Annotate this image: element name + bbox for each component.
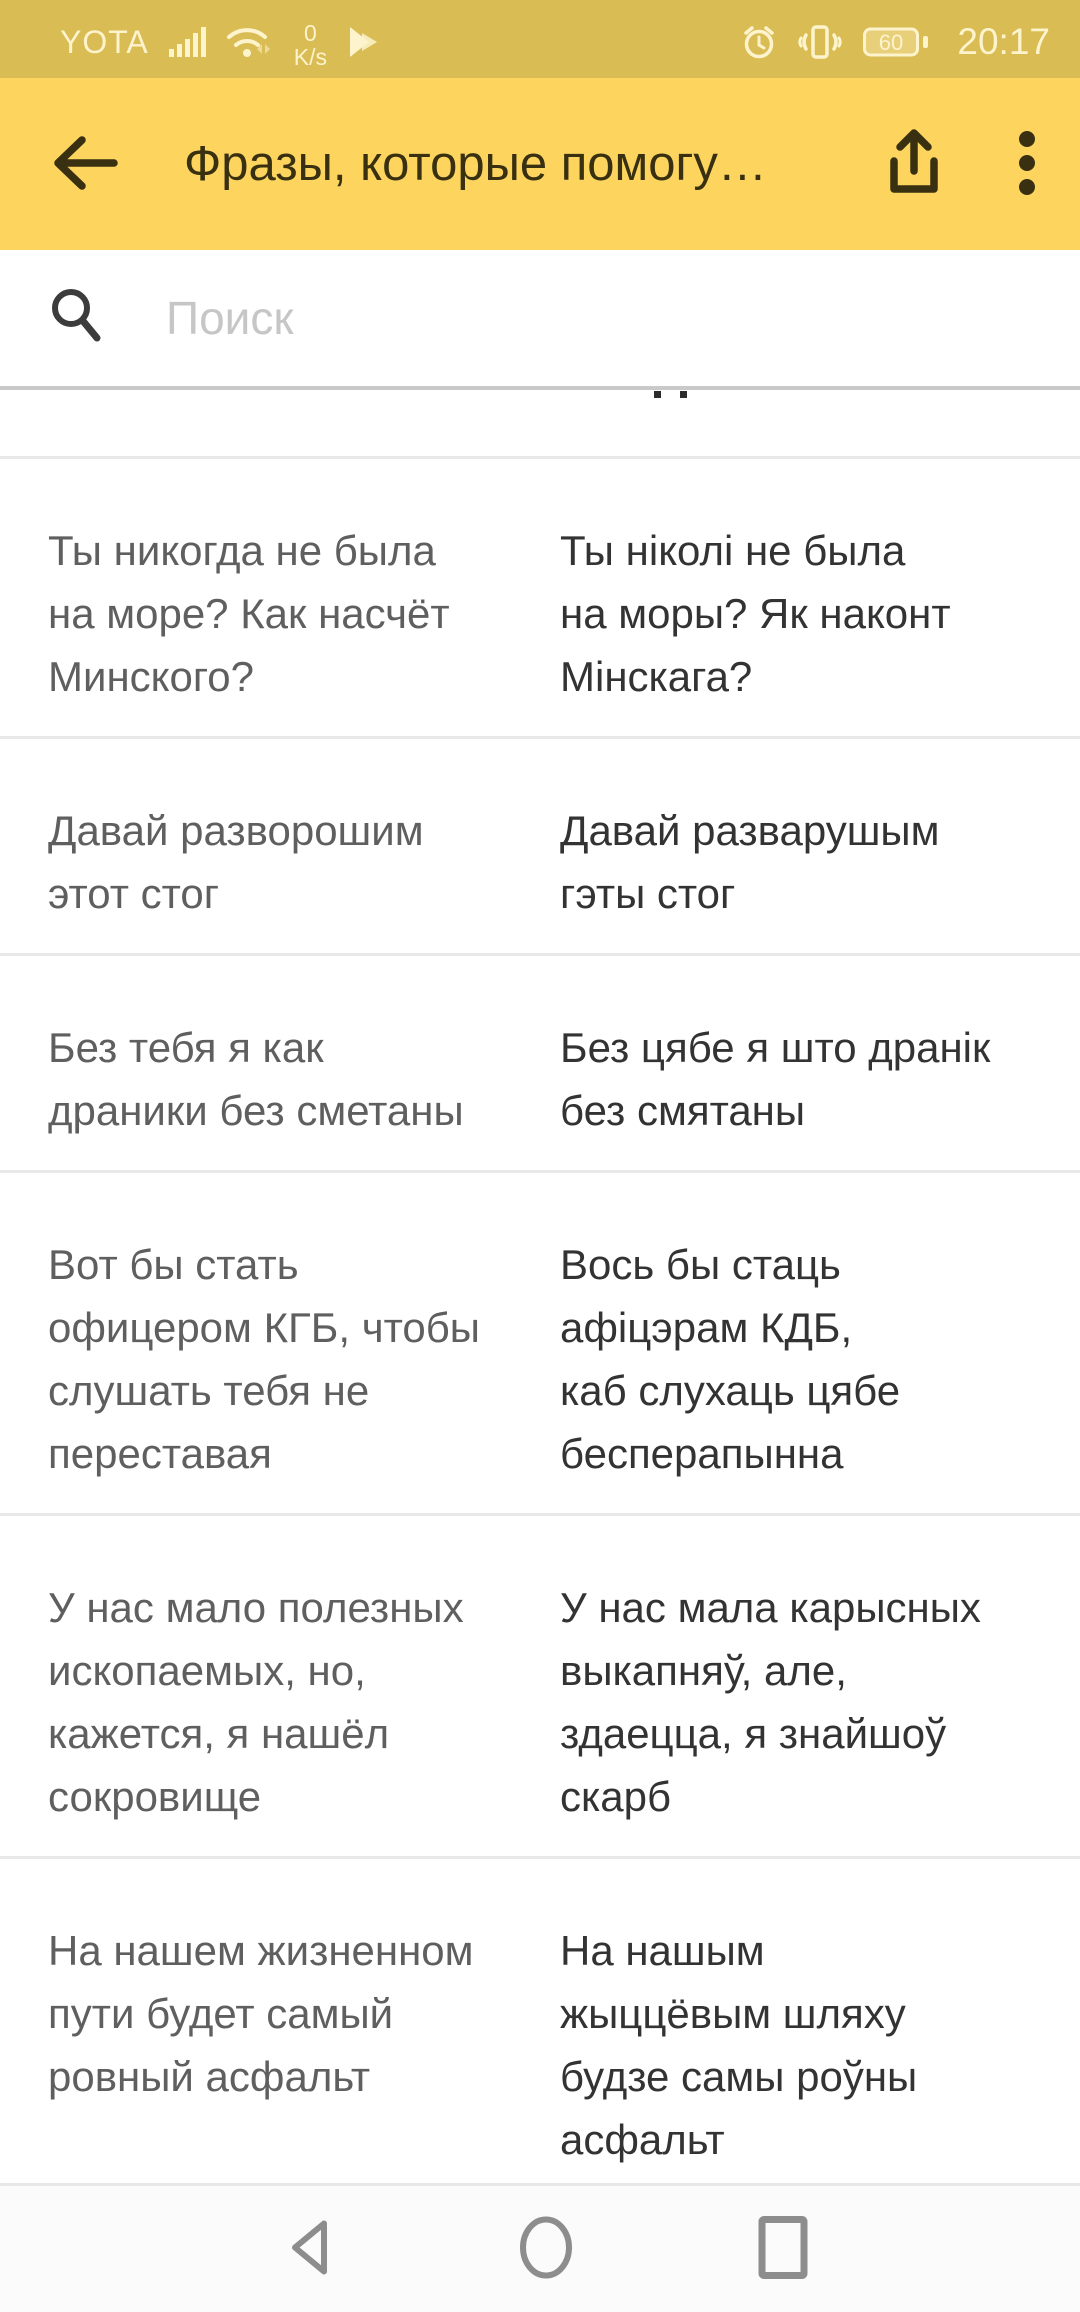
back-arrow-icon — [48, 131, 122, 198]
nav-home-button[interactable] — [507, 2205, 585, 2294]
page-title: Фразы, которые помогу… — [184, 137, 767, 191]
table-row: У нас мало полезных ископаемых, но, каже… — [0, 1516, 1080, 1859]
battery-level-text: 60 — [879, 30, 903, 55]
search-input[interactable] — [164, 290, 1032, 346]
status-bar-left: YOTA — [60, 15, 379, 69]
phrase-russian: Вот бы стать офицером КГБ, чтобы слушать… — [48, 1241, 480, 1477]
table-row: Без тебя я как драники без сметаны Без ц… — [0, 956, 1080, 1173]
status-bar: YOTA — [0, 0, 1080, 78]
play-store-icon — [347, 24, 379, 60]
net-speed-value: 0 — [303, 20, 317, 46]
vibrate-icon — [797, 23, 843, 61]
phrase-russian: Давай разворошим этот стог — [48, 807, 424, 917]
nav-recents-button[interactable] — [747, 2206, 819, 2293]
phrase-russian: У нас мало полезных ископаемых, но, каже… — [48, 1584, 464, 1820]
phrase-table: Ты никогда не была на море? Как насчёт М… — [0, 459, 1080, 2199]
clock-label: 20:17 — [957, 21, 1050, 62]
nav-back-button[interactable] — [274, 2207, 346, 2292]
battery-icon: 60 — [863, 24, 931, 60]
search-icon — [48, 286, 106, 351]
share-icon — [882, 125, 946, 204]
table-row: Ты никогда не была на море? Как насчёт М… — [0, 459, 1080, 739]
phrase-belarusian: Давай разварушым гэты стог — [560, 807, 940, 917]
phrase-russian: На нашем жизненном пути будет самый ровн… — [48, 1927, 474, 2100]
carrier-label: YOTA — [60, 23, 149, 60]
table-row: Давай разворошим этот стог Давай развару… — [0, 739, 1080, 956]
signal-strength-icon — [168, 25, 206, 59]
alarm-icon — [741, 24, 777, 60]
nav-recents-icon — [757, 2216, 809, 2283]
phrase-belarusian: На нашым жыццёвым шляху будзе самы роўны… — [560, 1927, 918, 2163]
overflow-menu-icon — [1018, 130, 1036, 199]
nav-back-icon — [284, 2217, 336, 2282]
net-speed-unit: K/s — [293, 44, 327, 70]
phrase-russian: Без тебя я как драники без сметаны — [48, 1024, 464, 1134]
wifi-icon — [226, 24, 274, 60]
nav-home-icon — [517, 2215, 575, 2284]
share-button[interactable] — [882, 125, 946, 204]
back-button[interactable] — [48, 131, 122, 198]
app-bar: Фразы, которые помогу… — [0, 78, 1080, 250]
search-bar — [0, 250, 1080, 390]
phrase-belarusian: Вось бы стаць афіцэрам КДБ, каб слухаць … — [560, 1241, 901, 1477]
phrase-belarusian: Ты ніколі не была на моры? Як наконт Мін… — [560, 527, 951, 700]
clipped-text-remnant — [680, 391, 687, 398]
status-bar-right: 60 20:17 — [741, 21, 1050, 63]
phrase-belarusian: У нас мала карысных выкапняў, але, здаец… — [560, 1584, 981, 1820]
phrase-belarusian: Без цябе я што дранік без смятаны — [560, 1024, 991, 1134]
phrase-russian: Ты никогда не была на море? Как насчёт М… — [48, 527, 450, 700]
table-row: Вот бы стать офицером КГБ, чтобы слушать… — [0, 1173, 1080, 1516]
net-speed-indicator: 0 K/s — [294, 21, 327, 69]
clipped-row-remnant — [0, 390, 1080, 459]
android-nav-bar — [0, 2183, 1080, 2312]
overflow-menu-button[interactable] — [1018, 130, 1036, 199]
table-row: На нашем жизненном пути будет самый ровн… — [0, 1859, 1080, 2199]
clipped-text-remnant — [654, 391, 661, 398]
